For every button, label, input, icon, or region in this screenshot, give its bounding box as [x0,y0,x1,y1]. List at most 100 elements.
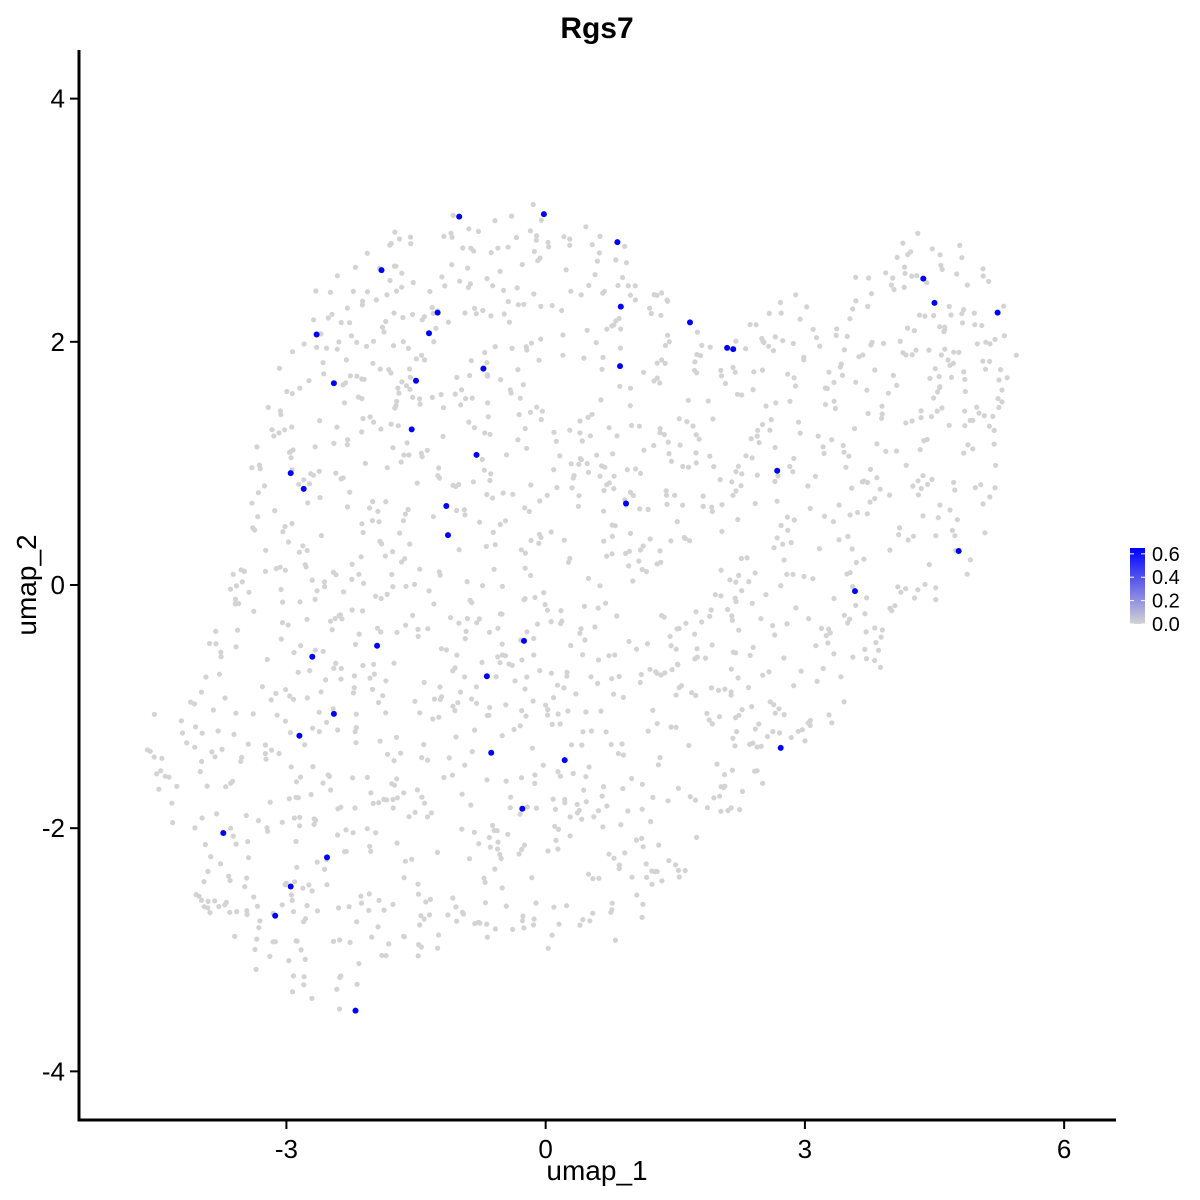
background-point [959,255,965,261]
background-point [929,246,935,252]
background-point [839,372,846,378]
background-point [373,297,379,303]
background-point [640,901,646,907]
background-point [862,611,868,617]
background-point [341,589,347,595]
background-point [617,345,624,351]
expressed-point [724,344,731,351]
background-point [959,311,965,317]
background-point [722,686,728,692]
background-point [297,814,303,821]
background-point [717,793,723,799]
background-point [810,326,816,332]
background-point [849,546,855,552]
background-point [829,720,835,726]
background-point [568,461,574,467]
background-point [347,939,353,946]
background-point [554,682,561,688]
background-point [317,418,323,424]
background-point [394,795,400,801]
background-point [708,685,715,691]
background-point [748,436,754,442]
background-point [499,733,505,739]
background-point [962,408,968,414]
background-point [946,303,952,310]
background-point [630,578,636,584]
background-point [213,628,219,635]
background-point [961,307,967,313]
background-point [454,652,460,658]
background-point [571,473,577,479]
background-point [401,790,407,796]
background-point [476,616,482,622]
background-point [754,472,760,478]
background-point [577,630,583,636]
background-point [390,445,396,451]
background-point [752,500,758,507]
background-point [555,846,561,852]
background-point [595,680,601,687]
background-point [684,419,690,425]
background-point [872,367,878,373]
background-point [826,626,832,632]
background-point [952,487,958,493]
background-point [658,672,664,678]
background-point [625,283,631,289]
background-point [329,311,335,317]
background-point [976,410,982,416]
background-point [895,584,901,590]
background-point [388,370,394,376]
background-point [787,398,793,404]
background-point [251,608,257,614]
background-point [793,292,799,298]
background-point [369,518,375,524]
background-point [680,502,686,508]
expressed-point [623,500,629,507]
background-point [739,471,745,477]
background-point [551,467,557,473]
background-point [291,815,297,821]
background-point [239,579,245,585]
background-point [495,625,501,631]
background-point [778,583,784,589]
background-point [555,826,562,833]
background-point [338,804,344,810]
background-point [620,274,626,281]
background-point [714,761,720,767]
background-point [379,541,385,547]
background-point [450,212,456,218]
background-point [634,892,640,898]
background-point [619,741,625,747]
background-point [528,340,535,346]
background-point [484,276,490,282]
background-point [387,277,393,284]
background-point [772,710,778,716]
background-point [874,441,880,447]
expressed-point [994,309,1001,316]
background-point [874,475,880,481]
background-point [675,867,682,874]
background-point [841,347,848,353]
background-point [355,394,361,400]
background-point [495,245,501,251]
background-point [987,358,993,364]
background-point [879,403,885,409]
background-point [548,529,554,535]
background-point [689,690,695,696]
background-point [454,374,460,380]
background-point [505,244,511,250]
background-point [231,731,237,738]
background-point [995,396,1001,402]
background-point [405,506,411,513]
background-point [218,649,224,655]
background-point [255,514,261,520]
background-point [905,537,911,543]
background-point [598,708,604,714]
background-point [407,234,414,240]
background-point [598,397,604,403]
background-point [733,599,739,605]
background-point [691,367,698,373]
background-point [524,445,530,451]
background-point [151,711,157,717]
background-point [665,439,671,445]
